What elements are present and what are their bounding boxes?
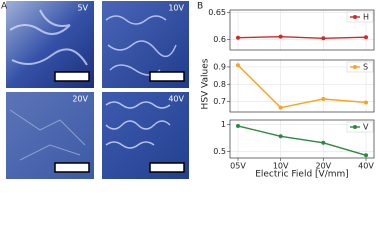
line <box>237 35 367 39</box>
point <box>321 97 326 101</box>
y-tick-label: 0.8 <box>213 80 226 89</box>
scale-bar <box>54 71 90 82</box>
point <box>278 105 283 110</box>
line <box>237 125 367 156</box>
texture <box>9 9 88 66</box>
point <box>278 134 283 139</box>
figure: 5V 10V 20V 40V A B 0.6 0.65 H 0.7 0.8 0.9 S HSV… <box>1 1 375 180</box>
texture <box>105 101 171 149</box>
image-label: 20V <box>72 95 88 104</box>
point <box>364 153 368 158</box>
panel-label: B <box>197 2 203 12</box>
point <box>321 140 326 145</box>
x-axis-label: Electric Field [V/mm] <box>255 170 349 180</box>
legend-marker <box>353 65 357 69</box>
panel-label: A <box>1 2 8 12</box>
scale-bar <box>54 162 90 173</box>
plot-frame <box>229 59 375 113</box>
legend-label: V <box>363 123 369 132</box>
legend-label: H <box>363 13 369 22</box>
x-tick-label: 40V <box>358 162 374 171</box>
point <box>236 123 240 128</box>
point <box>236 63 240 68</box>
image-label: 5V <box>77 4 88 13</box>
x-tick-label: 20V <box>316 162 332 171</box>
y-tick-label: 0.6 <box>213 35 226 44</box>
point <box>278 34 283 39</box>
line <box>237 64 367 109</box>
legend-marker <box>353 125 357 129</box>
y-tick-label: 0.65 <box>208 8 226 17</box>
y-tick-label: 0.7 <box>213 97 226 106</box>
micrograph-panel: 5V 10V 20V 40V A <box>1 1 189 179</box>
plot-frame <box>229 9 375 51</box>
x-tick-label: 05V <box>230 162 246 171</box>
legend-label: S <box>363 63 368 72</box>
image-label: 10V <box>168 4 184 13</box>
plot-frame <box>229 119 375 159</box>
point <box>364 35 368 40</box>
x-tick-label: 10V <box>273 162 289 171</box>
y-axis-label: HSV Values <box>201 58 211 109</box>
image-label: 40V <box>168 95 184 104</box>
point <box>236 35 240 40</box>
legend-marker <box>353 15 357 19</box>
y-tick-label: 0.9 <box>213 62 226 71</box>
y-tick-label: 0.5 <box>213 147 226 156</box>
point <box>364 100 368 105</box>
point <box>321 36 326 41</box>
scale-bar <box>149 71 185 82</box>
texture <box>9 109 86 161</box>
scale-bar <box>149 162 185 173</box>
y-tick-label: 1 <box>221 120 226 129</box>
